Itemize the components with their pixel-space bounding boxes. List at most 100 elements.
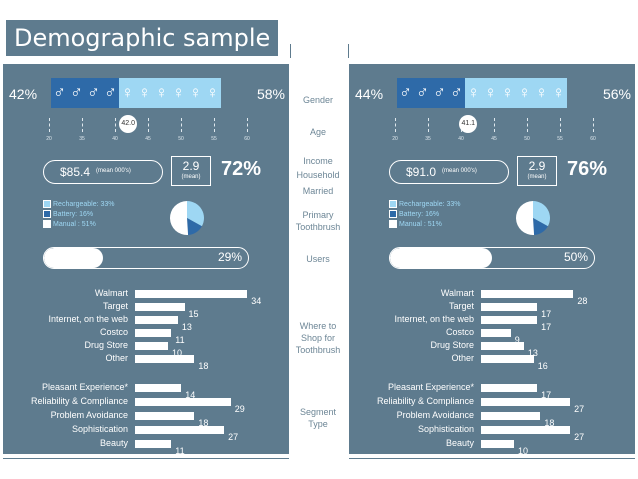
shop-bar — [135, 303, 185, 311]
segment-value: 27 — [574, 404, 585, 414]
age-tick-label: 35 — [425, 136, 431, 142]
label-toothbrush: Toothbrush — [295, 222, 341, 232]
divider-tick — [290, 44, 291, 58]
pie-slice — [187, 201, 204, 227]
label-where-to: Where to — [299, 321, 337, 331]
label-users: Users — [306, 254, 330, 264]
shop-value: 17 — [541, 309, 552, 319]
shop-value: 10 — [172, 348, 183, 358]
bottom-rule — [3, 458, 289, 459]
label-segment: Segment — [299, 407, 337, 417]
male-icon: ♂ — [51, 78, 68, 108]
label-gender: Gender — [302, 95, 334, 105]
age-badge: 41.1 — [459, 115, 478, 133]
female-percent: 58% — [256, 86, 285, 102]
segment-label: Pleasant Experience* — [387, 382, 474, 392]
shop-bar — [135, 316, 178, 324]
shop-label: Other — [451, 353, 474, 363]
household-box: 2.9 (mean) — [171, 156, 211, 186]
segment-value: 14 — [185, 390, 196, 400]
segment-label: Reliability & Compliance — [376, 396, 474, 406]
age-badge: 42.0 — [119, 115, 138, 133]
segment-value: 18 — [198, 418, 209, 428]
legend-item: Rechargeable: 33% — [389, 200, 461, 208]
age-tick-label: 50 — [524, 136, 530, 142]
users-fill — [390, 248, 492, 268]
segment-label: Problem Avoidance — [396, 410, 474, 420]
age-tick — [593, 118, 595, 132]
male-icon: ♂ — [397, 78, 414, 108]
toothbrush-pie — [515, 201, 550, 235]
segment-label: Sophistication — [71, 424, 128, 434]
female-icon: ♀ — [170, 78, 187, 108]
segment-label: Beauty — [99, 438, 128, 448]
label-income: Income — [303, 156, 333, 166]
segment-bar — [135, 440, 172, 448]
shop-bar — [135, 342, 168, 350]
shop-value: 17 — [541, 322, 552, 332]
age-scale: 20 35 40 45 50 55 60 41.1 — [389, 108, 599, 148]
age-tick-label: 60 — [590, 136, 596, 142]
segment-value: 18 — [544, 418, 555, 428]
shop-bar — [481, 303, 538, 311]
income-unit: (mean 000's) — [96, 168, 131, 174]
age-tick — [560, 118, 562, 132]
legend-swatch — [389, 210, 397, 218]
income-unit: (mean 000's) — [442, 168, 477, 174]
segment-value: 17 — [541, 390, 552, 400]
shop-value: 9 — [514, 335, 520, 345]
legend-label: Battery: 16% — [53, 210, 94, 218]
segment-value: 11 — [175, 446, 185, 456]
female-icon: ♀ — [465, 78, 482, 108]
legend-item: Manual : 51% — [389, 220, 442, 228]
segment-bar — [481, 398, 571, 406]
shop-label: Walmart — [440, 288, 474, 298]
male-percent: 42% — [9, 86, 38, 102]
segment-label: Problem Avoidance — [50, 410, 128, 420]
legend-item: Manual : 51% — [43, 220, 96, 228]
shop-label: Costco — [445, 327, 474, 337]
label-age: Age — [309, 127, 326, 137]
male-icon: ♂ — [85, 78, 102, 108]
age-tick-label: 40 — [112, 136, 118, 142]
users-percent: 50% — [563, 250, 588, 264]
age-tick-label: 45 — [145, 136, 151, 142]
segment-bar — [481, 384, 538, 392]
age-tick-label: 55 — [211, 136, 217, 142]
household-box: 2.9 (mean) — [517, 156, 557, 186]
female-percent: 56% — [602, 86, 631, 102]
household-value: 2.9 — [528, 159, 546, 173]
age-tick-label: 35 — [79, 136, 85, 142]
segment-bar — [135, 398, 231, 406]
shop-label: Target — [448, 301, 474, 311]
segment-value: 27 — [574, 432, 585, 442]
shop-label: Internet, on the web — [48, 314, 128, 324]
pie-slice — [515, 201, 535, 235]
shop-value: 18 — [198, 361, 209, 371]
shop-bar — [481, 290, 574, 298]
users-fill — [44, 248, 104, 268]
female-icon: ♀ — [119, 78, 136, 108]
segment-value: 10 — [518, 446, 529, 456]
income-value: $85.4 — [60, 165, 91, 179]
age-tick-label: 45 — [491, 136, 497, 142]
shop-value: 34 — [251, 296, 262, 306]
segment-label: Pleasant Experience* — [41, 382, 128, 392]
label-type: Type — [308, 419, 328, 429]
segment-bar — [135, 412, 195, 420]
segment-label: Beauty — [445, 438, 474, 448]
age-tick — [494, 118, 496, 132]
legend-label: Rechargeable: 33% — [53, 200, 115, 208]
age-tick — [214, 118, 216, 132]
age-tick — [527, 118, 529, 132]
household-unit: (mean) — [527, 174, 547, 180]
male-icon: ♂ — [448, 78, 465, 108]
panel-right: 44% 56% ♂ ♂ ♂ ♂ ♀ ♀ ♀ ♀ ♀ ♀ 20 35 40 45 50 55 60 41.1 $91.0(… — [349, 64, 635, 456]
pie-slice — [187, 218, 202, 235]
legend-swatch — [43, 210, 51, 218]
married-percent: 76% — [567, 158, 608, 180]
segment-bar — [481, 412, 541, 420]
age-tick-label: 50 — [178, 136, 184, 142]
shop-bar — [135, 290, 248, 298]
household-unit: (mean) — [181, 174, 201, 180]
